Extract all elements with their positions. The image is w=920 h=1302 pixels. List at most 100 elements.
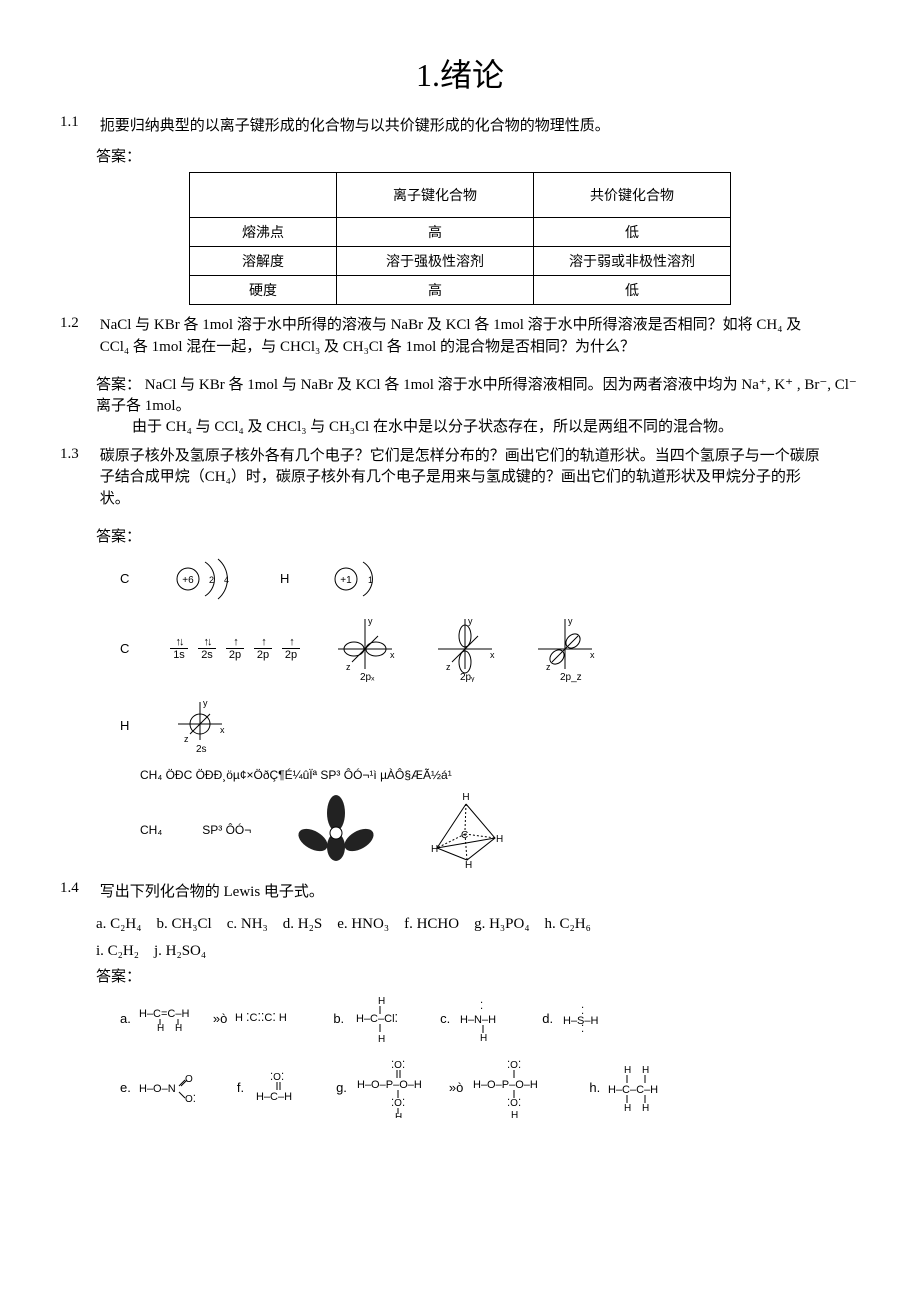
svg-text:2pᵧ: 2pᵧ — [460, 672, 475, 683]
svg-text:y: y — [368, 616, 373, 626]
svg-text:H: H — [511, 1110, 518, 1118]
question-1-3: 1.3 碳原子核外及氢原子核外各有几个电子？它们是怎样分布的？画出它们的轨道形状… — [60, 446, 860, 515]
svg-text:H: H — [480, 1033, 487, 1041]
svg-text:x: x — [220, 725, 225, 735]
svg-text:H: H — [642, 1065, 649, 1076]
qtext-1-3: 碳原子核外及氢原子核外各有几个电子？它们是怎样分布的？画出它们的轨道形状。当四个… — [100, 446, 820, 515]
svg-text:H: H — [431, 844, 438, 855]
sp3-lobes-icon — [291, 795, 381, 865]
orbital-diagram-area: C +6 2 4 H +1 1 C ↑↓1s ↑↓2s ↑2p ↑2p ↑2p — [120, 556, 860, 870]
svg-text:z: z — [446, 662, 451, 672]
svg-text:H–C–H: H–C–H — [256, 1091, 292, 1103]
label-h: H — [280, 571, 300, 586]
svg-text:H: H — [624, 1065, 631, 1076]
p-orbital-plots: y x z 2pₓ y x z 2pᵧ y x z 2p_z — [330, 614, 600, 684]
ch4-label: CH₄ — [140, 823, 162, 837]
svg-text:x: x — [390, 650, 395, 660]
svg-text:H: H — [175, 1023, 182, 1034]
lewis-structures: a. H–C=C–HHH »ò H ⁚C⁚⁚C⁚ H b. HH–C–Cl⁚H … — [120, 994, 860, 1118]
page-title: 1.绪论 — [60, 50, 860, 96]
svg-text:y: y — [468, 616, 473, 626]
carbon-shell-icon: +6 2 4 — [170, 556, 250, 602]
svg-text:O⁚: O⁚ — [185, 1094, 196, 1105]
svg-text:H: H — [642, 1103, 649, 1113]
answer-1-2-line2: 由于 CH₄ 与 CCl₄ 及 CHCl₃ 与 CH₃Cl 在水中是以分子状态存… — [132, 415, 860, 436]
table-row: 熔沸点 高 低 — [190, 218, 731, 247]
svg-text:H: H — [624, 1103, 631, 1113]
qnum-1-2: 1.2 — [60, 315, 96, 332]
qtext-1-2: NaCl 与 KBr 各 1mol 溶于水中所得的溶液与 NaBr 及 KCl … — [100, 315, 820, 363]
px-orbital-icon: y x z 2pₓ — [330, 614, 400, 684]
question-1-1: 1.1 扼要归纳典型的以离子键形成的化合物与以共价键形成的化合物的物理性质。 — [60, 114, 860, 135]
svg-text:⁚O⁚: ⁚O⁚ — [270, 1072, 284, 1083]
svg-text:H: H — [465, 860, 472, 870]
lewis-a: a. H–C=C–HHH »ò H ⁚C⁚⁚C⁚ H — [120, 999, 303, 1039]
answer-label-1-3: 答案： — [96, 525, 860, 546]
svg-text:+6: +6 — [182, 575, 194, 586]
svg-text:H–O–P–O–H: H–O–P–O–H — [357, 1079, 422, 1091]
svg-text:z: z — [184, 734, 189, 744]
svg-text:⁚: ⁚ — [480, 1001, 483, 1012]
svg-text:x: x — [590, 650, 595, 660]
svg-text:H–O–P–O–H: H–O–P–O–H — [473, 1079, 538, 1091]
svg-text:1: 1 — [368, 575, 373, 585]
svg-text:4: 4 — [224, 575, 229, 585]
svg-text:H–C–Cl⁚: H–C–Cl⁚ — [356, 1013, 398, 1025]
table-header: 离子键化合物 共价键化合物 — [190, 173, 731, 218]
svg-text:⁚: ⁚ — [581, 1024, 584, 1034]
svg-text:H–N–H: H–N–H — [460, 1014, 496, 1026]
lewis-g: g. ⁚O⁚H–O–P–O–H⁚O⁚H »ò ⁚O⁚H–O–P–O–H⁚O⁚H — [336, 1058, 559, 1118]
svg-text:2s: 2s — [196, 744, 207, 755]
answer-label-1-4: 答案： — [96, 965, 860, 986]
sp3-label: SP³ ÔÓ¬ — [202, 823, 251, 837]
qnum-1-4: 1.4 — [60, 880, 96, 897]
svg-text:H ⁚C⁚⁚C⁚ H: H ⁚C⁚⁚C⁚ H — [235, 1012, 287, 1024]
svg-text:⁚O⁚: ⁚O⁚ — [507, 1098, 521, 1109]
label-c: C — [120, 571, 140, 586]
svg-text:H–C–C–H: H–C–C–H — [608, 1084, 658, 1096]
svg-text:2pₓ: 2pₓ — [360, 672, 375, 683]
svg-text:H: H — [157, 1023, 164, 1034]
svg-text:H: H — [496, 834, 503, 845]
svg-text:H: H — [378, 996, 385, 1007]
svg-text:H–C=C–H: H–C=C–H — [139, 1008, 189, 1020]
label-c2: C — [120, 641, 140, 656]
question-1-2: 1.2 NaCl 与 KBr 各 1mol 溶于水中所得的溶液与 NaBr 及 … — [60, 315, 860, 363]
garbled-text: CH₄ ÖÐC ÖÐÐ¸öµ¢×ÖðÇ¶É¼ûÏª SP³ ÔÓ¬¹ì µÀÔ§… — [140, 768, 860, 782]
qtext-1-1: 扼要归纳典型的以离子键形成的化合物与以共价键形成的化合物的物理性质。 — [100, 114, 820, 135]
th-blank — [190, 173, 337, 218]
svg-text:H: H — [378, 1034, 385, 1044]
answer-label-1-1: 答案： — [96, 145, 860, 166]
svg-text:O: O — [185, 1074, 193, 1085]
lewis-c: c. ⁚H–N–HH — [440, 997, 512, 1041]
compound-list: a. C₂H₄ b. CH₃Cl c. NH₃ d. H₂S e. HNO₃ f… — [96, 911, 860, 965]
question-1-4: 1.4 写出下列化合物的 Lewis 电子式。 — [60, 880, 860, 901]
py-orbital-icon: y x z 2pᵧ — [430, 614, 500, 684]
svg-text:y: y — [568, 616, 573, 626]
lewis-h: h. HHH–C–C–HHH — [589, 1063, 670, 1113]
svg-text:x: x — [490, 650, 495, 660]
svg-text:⁚O⁚: ⁚O⁚ — [391, 1060, 405, 1071]
svg-text:⁚: ⁚ — [581, 1006, 584, 1017]
orbital-boxes: ↑↓1s ↑↓2s ↑2p ↑2p ↑2p — [170, 636, 300, 661]
svg-text:+1: +1 — [340, 575, 352, 586]
svg-text:2p_z: 2p_z — [560, 672, 582, 683]
svg-text:z: z — [546, 662, 551, 672]
svg-text:⁚O⁚: ⁚O⁚ — [391, 1098, 405, 1109]
th-ionic: 离子键化合物 — [337, 173, 534, 218]
answer-label-1-2: 答案： NaCl 与 KBr 各 1mol 与 NaBr 及 KCl 各 1mo… — [96, 373, 860, 415]
pz-orbital-icon: y x z 2p_z — [530, 614, 600, 684]
qnum-1-3: 1.3 — [60, 446, 96, 463]
label-h2: H — [120, 718, 140, 733]
lewis-d: d. H–S–H⁚⁚ — [542, 1004, 615, 1034]
table-row: 硬度 高 低 — [190, 276, 731, 305]
lewis-f: f. ⁚O⁚H–C–H — [237, 1068, 306, 1108]
svg-text:H–O–N: H–O–N — [139, 1083, 176, 1095]
h-2s-orbital-icon: y x z 2s — [170, 696, 230, 756]
lewis-b: b. HH–C–Cl⁚H — [333, 994, 410, 1044]
table-row: 溶解度 溶于强极性溶剂 溶于弱或非极性溶剂 — [190, 247, 731, 276]
qtext-1-4: 写出下列化合物的 Lewis 电子式。 — [100, 880, 820, 901]
hydrogen-shell-icon: +1 1 — [330, 556, 390, 602]
lewis-e: e. H–O–NOO⁚ — [120, 1068, 207, 1108]
svg-text:2: 2 — [209, 575, 214, 585]
